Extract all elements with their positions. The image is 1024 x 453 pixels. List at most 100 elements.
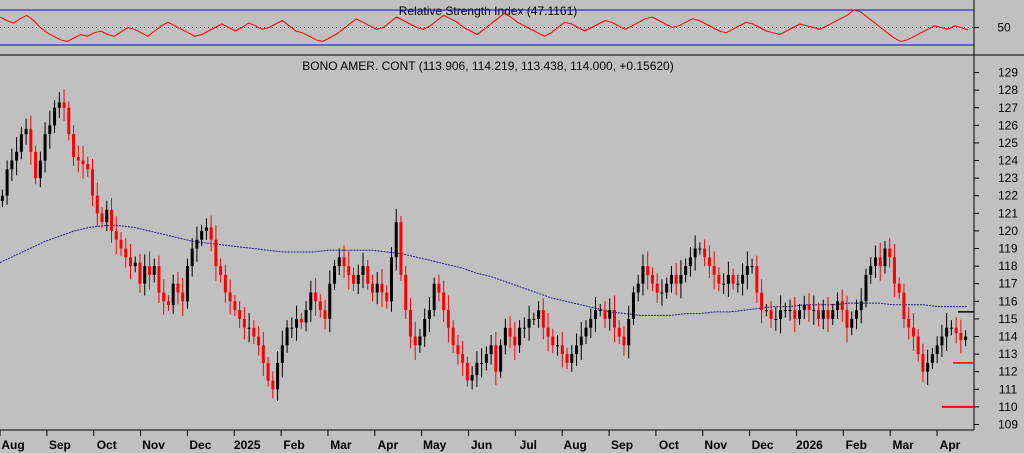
candle-body: [688, 257, 692, 267]
candle-body: [233, 301, 237, 311]
candle-body: [783, 310, 787, 312]
candle-body: [304, 310, 308, 323]
candle-body: [276, 362, 280, 390]
time-tick-label: Dec: [189, 438, 211, 452]
candle-body: [295, 318, 299, 328]
time-tick-label: May: [423, 438, 447, 452]
price-tick-label: 116: [998, 294, 1017, 308]
candle-body: [788, 310, 792, 312]
candle-body: [375, 283, 379, 293]
candle-body: [769, 310, 773, 319]
price-tick-label: 123: [998, 171, 1018, 185]
candle-body: [489, 345, 493, 355]
time-tick-label: Nov: [142, 438, 165, 452]
candle-body: [560, 345, 564, 355]
candle-body: [873, 257, 877, 267]
candle-body: [261, 345, 265, 363]
candle-body: [280, 345, 284, 363]
time-tick-label: Mar: [330, 438, 352, 452]
candle-body: [299, 318, 303, 323]
candle-body: [817, 310, 821, 319]
candle-body: [361, 266, 365, 275]
candle-body: [575, 345, 579, 355]
candle-body: [902, 292, 906, 319]
candle-body: [764, 310, 768, 312]
candle-body: [480, 362, 484, 364]
candle-body: [223, 274, 227, 293]
candle-body: [745, 266, 749, 275]
time-tick-label: Aug: [1, 438, 24, 452]
candle-body: [503, 327, 507, 346]
candlestick-series: [0, 89, 968, 402]
candle-body: [537, 310, 541, 319]
candle-body: [152, 266, 156, 275]
candle-body: [271, 380, 275, 390]
candle-body: [693, 248, 697, 258]
candle-body: [228, 292, 232, 302]
candle-body: [774, 318, 778, 320]
candle-body: [337, 257, 341, 267]
price-tick-label: 113: [998, 347, 1017, 361]
candle-body: [166, 301, 170, 305]
price-panel: BONO AMER. CONT (113.906, 114.219, 113.4…: [0, 59, 1018, 452]
candle-body: [157, 266, 161, 293]
candle-body: [608, 310, 612, 319]
candle-body: [669, 274, 673, 284]
candle-body: [836, 301, 840, 311]
candle-body: [185, 266, 189, 302]
candle-body: [314, 292, 318, 302]
time-tick-label: Jun: [471, 438, 492, 452]
price-tick-label: 122: [998, 189, 1018, 203]
time-tick-label: Mar: [892, 438, 914, 452]
candle-body: [684, 266, 688, 275]
candle-body: [731, 274, 735, 284]
price-tick-label: 115: [998, 312, 1017, 326]
candle-body: [10, 160, 14, 170]
time-tick-label: Oct: [97, 438, 117, 452]
price-tick-label: 111: [999, 382, 1018, 396]
candle-body: [665, 283, 669, 293]
candle-body: [413, 336, 417, 346]
candle-body: [285, 327, 289, 346]
candle-body: [119, 239, 123, 249]
candle-body: [29, 128, 33, 152]
candle-body: [389, 257, 393, 302]
candle-body: [456, 345, 460, 355]
candle-body: [214, 239, 218, 267]
candle-body: [864, 274, 868, 302]
candle-body: [892, 257, 896, 284]
price-tick-label: 118: [998, 259, 1017, 273]
candle-body: [831, 310, 835, 319]
candle-body: [200, 230, 204, 240]
candle-body: [128, 257, 132, 267]
candle-body: [627, 318, 631, 346]
price-y-axis: 109 110 111 112 113 114 115 116 117 118 119 120 121 1…: [974, 66, 1018, 431]
candle-body: [959, 332, 963, 341]
candle-body: [589, 318, 593, 328]
candle-body: [442, 292, 446, 311]
candle-body: [219, 266, 223, 275]
candle-body: [717, 274, 721, 284]
rsi-panel: Relative Strength Index (47.1161) 50: [0, 4, 1011, 46]
candle-body: [631, 292, 635, 319]
candle-body: [674, 274, 678, 284]
candle-body: [945, 327, 949, 337]
candle-body: [850, 318, 854, 328]
candle-body: [812, 310, 816, 312]
candle-body: [437, 283, 441, 293]
rsi-title: Relative Strength Index (47.1161): [399, 4, 578, 18]
time-tick-label: Nov: [704, 438, 727, 452]
candle-body: [508, 327, 512, 337]
candle-body: [418, 336, 422, 346]
candle-body: [940, 336, 944, 346]
candle-body: [883, 248, 887, 267]
candle-body: [266, 362, 270, 381]
candle-body: [793, 310, 797, 319]
candle-body: [399, 222, 403, 275]
candle-body: [370, 283, 374, 293]
candle-body: [19, 134, 23, 152]
price-tick-label: 126: [998, 118, 1018, 132]
candle-body: [95, 195, 99, 214]
candle-body: [72, 134, 76, 158]
